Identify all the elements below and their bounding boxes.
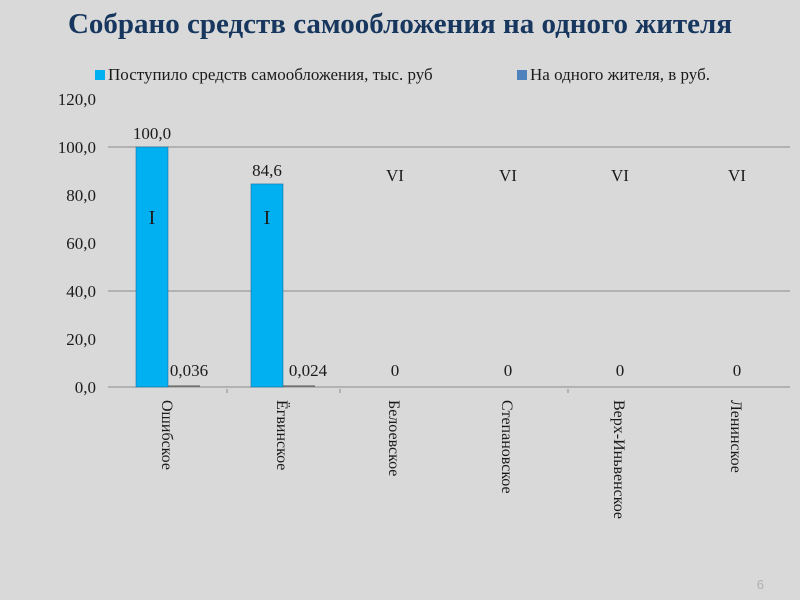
x-tick-label: Верх-Иньвенское [610,400,627,519]
chart-title: Собрано средств самообложения на одного … [67,8,733,40]
data-label: VI [499,166,517,185]
y-tick-label: 80,0 [66,186,96,205]
data-label: VI [386,166,404,185]
y-tick-label: 120,0 [58,90,96,109]
y-tick-label: 60,0 [66,234,96,253]
data-label: 0 [616,361,625,380]
data-label: VI [728,166,746,185]
data-label: VI [611,166,629,185]
legend-swatch [95,70,105,80]
data-label: 84,6 [252,161,282,180]
data-label: 100,0 [133,124,171,143]
y-tick-label: 40,0 [66,282,96,301]
x-tick-label: Белоевское [385,400,402,476]
data-label: 0,024 [289,361,328,380]
legend-swatch [517,70,527,80]
x-tick-label: Ленинское [727,400,744,473]
bar [135,146,169,388]
y-tick-label: 20,0 [66,330,96,349]
data-label: 0 [504,361,513,380]
bar-annotation: I [264,207,271,229]
data-label: 0 [733,361,742,380]
y-tick-label: 0,0 [75,378,96,397]
x-tick-label: Ошибское [158,400,175,470]
data-label: 0 [391,361,400,380]
legend-entry: Поступило средств самообложения, тыс. ру… [108,65,433,84]
data-label: 0,036 [170,361,208,380]
legend-entry: На одного жителя, в руб. [530,65,710,84]
bar [250,183,284,388]
y-tick-label: 100,0 [58,138,96,157]
page-number: 6 [756,577,764,592]
x-tick-label: Ёгвинское [273,400,291,470]
bar-annotation: I [149,207,156,229]
x-tick-label: Степановское [498,400,515,494]
